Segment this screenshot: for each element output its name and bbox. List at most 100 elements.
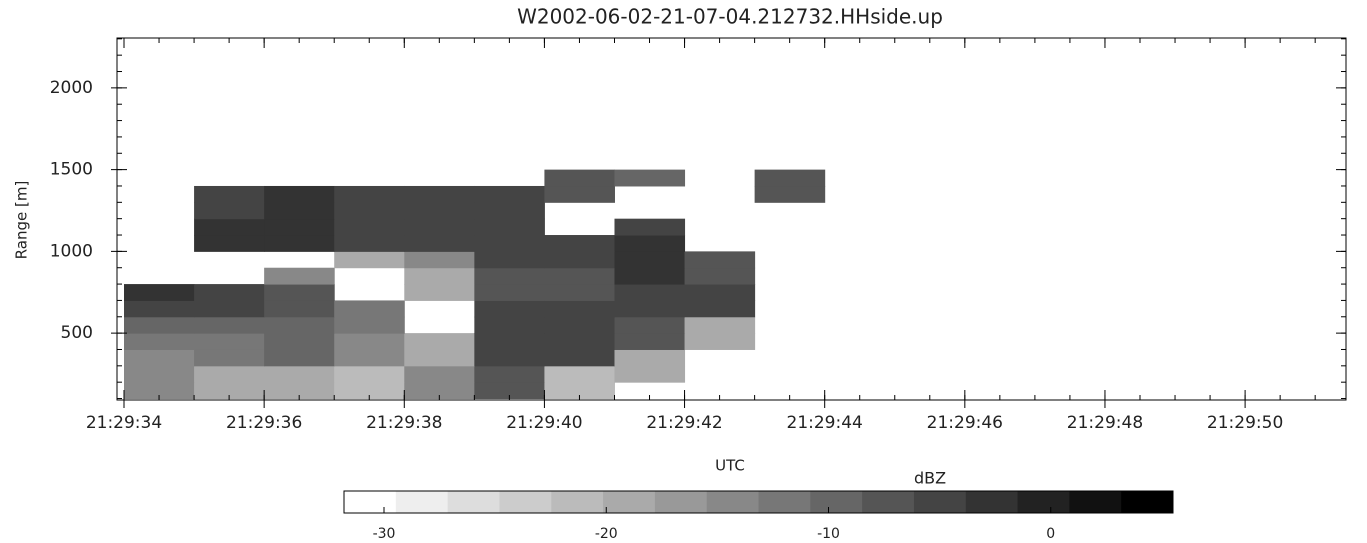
- heatmap-cell: [614, 316, 686, 334]
- heatmap-cell: [614, 365, 686, 383]
- heatmap-cell: [194, 284, 265, 301]
- heatmap: [124, 169, 826, 400]
- heatmap-cell: [474, 185, 545, 203]
- heatmap-cell: [544, 284, 615, 301]
- colorbar-step: [862, 491, 915, 513]
- heatmap-cell: [404, 284, 475, 301]
- heatmap-cell: [334, 382, 405, 400]
- y-axis-label: Range [m]: [13, 181, 31, 260]
- heatmap-cell: [614, 349, 686, 367]
- x-tick-label: 21:29:44: [787, 413, 863, 433]
- heatmap-cell: [544, 316, 615, 334]
- heatmap-cell: [334, 218, 405, 236]
- heatmap-cell: [334, 349, 405, 367]
- x-tick-label: 21:29:48: [1067, 413, 1143, 433]
- heatmap-cell: [334, 202, 405, 220]
- x-tick-label: 21:29:36: [226, 413, 302, 433]
- colorbar-step: [447, 491, 500, 513]
- colorbar-step: [913, 491, 967, 513]
- x-tick-label: 21:29:46: [927, 413, 1003, 433]
- y-tick-label: 1500: [50, 160, 93, 180]
- heatmap-cell: [404, 185, 475, 203]
- heatmap-cell: [404, 333, 475, 350]
- colorbar-step: [1017, 491, 1070, 513]
- heatmap-cell: [194, 300, 265, 318]
- heatmap-cell: [544, 169, 615, 187]
- heatmap-cell: [404, 382, 475, 400]
- heatmap-cell: [334, 365, 405, 383]
- heatmap-cell: [544, 300, 615, 318]
- heatmap-cell: [264, 267, 335, 285]
- colorbar-step: [706, 491, 759, 513]
- heatmap-cell: [474, 202, 545, 220]
- colorbar-step: [654, 491, 708, 513]
- heatmap-cell: [264, 316, 335, 334]
- heatmap-cell: [614, 169, 686, 187]
- heatmap-cell: [544, 349, 615, 367]
- heatmap-cell: [194, 349, 265, 367]
- y-tick-label: 2000: [50, 78, 93, 98]
- heatmap-cell: [474, 333, 545, 350]
- heatmap-cell: [264, 235, 335, 252]
- heatmap-cell: [264, 349, 335, 367]
- heatmap-cell: [124, 349, 195, 367]
- colorbar-tick-label: -20: [595, 526, 618, 542]
- heatmap-cell: [404, 235, 475, 252]
- heatmap-cell: [544, 382, 615, 400]
- colorbar-frame: [343, 490, 1174, 514]
- heatmap-cell: [544, 365, 615, 383]
- colorbar-step: [603, 491, 656, 513]
- heatmap-cell: [194, 316, 265, 334]
- heatmap-cell: [544, 267, 615, 285]
- heatmap-cell: [124, 365, 195, 383]
- heatmap-cell: [544, 251, 615, 269]
- heatmap-cell: [684, 333, 756, 350]
- heatmap-cell: [124, 382, 195, 400]
- heatmap-cell: [334, 185, 405, 203]
- heatmap-cell: [264, 382, 335, 400]
- heatmap-cell: [194, 365, 265, 383]
- heatmap-cell: [404, 251, 475, 269]
- heatmap-cell: [474, 218, 545, 236]
- heatmap-cell: [474, 365, 545, 383]
- heatmap-cell: [264, 202, 335, 220]
- heatmap-cell: [614, 251, 686, 269]
- heatmap-cell: [124, 300, 195, 318]
- heatmap-cell: [614, 267, 686, 285]
- heatmap-cell: [264, 185, 335, 203]
- chart-title: W2002-06-02-21-07-04.212732.HHside.up: [517, 5, 943, 29]
- colorbar-step: [1069, 491, 1122, 513]
- x-tick-label: 21:29:38: [366, 413, 442, 433]
- heatmap-cell: [404, 218, 475, 236]
- heatmap-cell: [334, 333, 405, 350]
- heatmap-cell: [614, 218, 686, 236]
- heatmap-cell: [264, 218, 335, 236]
- heatmap-cell: [404, 202, 475, 220]
- x-tick-label: 21:29:50: [1207, 413, 1283, 433]
- heatmap-cell: [404, 365, 475, 383]
- x-tick-label: 21:29:42: [646, 413, 722, 433]
- y-tick-label: 500: [61, 323, 93, 343]
- heatmap-cell: [474, 300, 545, 318]
- heatmap-cell: [264, 365, 335, 383]
- colorbar-step: [758, 491, 811, 513]
- heatmap-cell: [614, 300, 686, 318]
- heatmap-cell: [474, 349, 545, 367]
- x-tick-label: 21:29:40: [506, 413, 582, 433]
- heatmap-cell: [194, 202, 265, 220]
- heatmap-cell: [614, 235, 686, 252]
- colorbar-step: [499, 491, 552, 513]
- heatmap-cell: [194, 333, 265, 350]
- heatmap-cell: [684, 251, 756, 269]
- heatmap-cell: [334, 251, 405, 269]
- colorbar-step: [395, 491, 449, 513]
- heatmap-cell: [194, 382, 265, 400]
- heatmap-cell: [474, 382, 545, 400]
- heatmap-cell: [474, 251, 545, 269]
- colorbar: -30 -20 -10 0: [343, 490, 1174, 542]
- colorbar-step: [1121, 491, 1174, 513]
- heatmap-cell: [404, 267, 475, 285]
- colorbar-tick-label: -10: [817, 526, 840, 542]
- heatmap-cell: [194, 235, 265, 252]
